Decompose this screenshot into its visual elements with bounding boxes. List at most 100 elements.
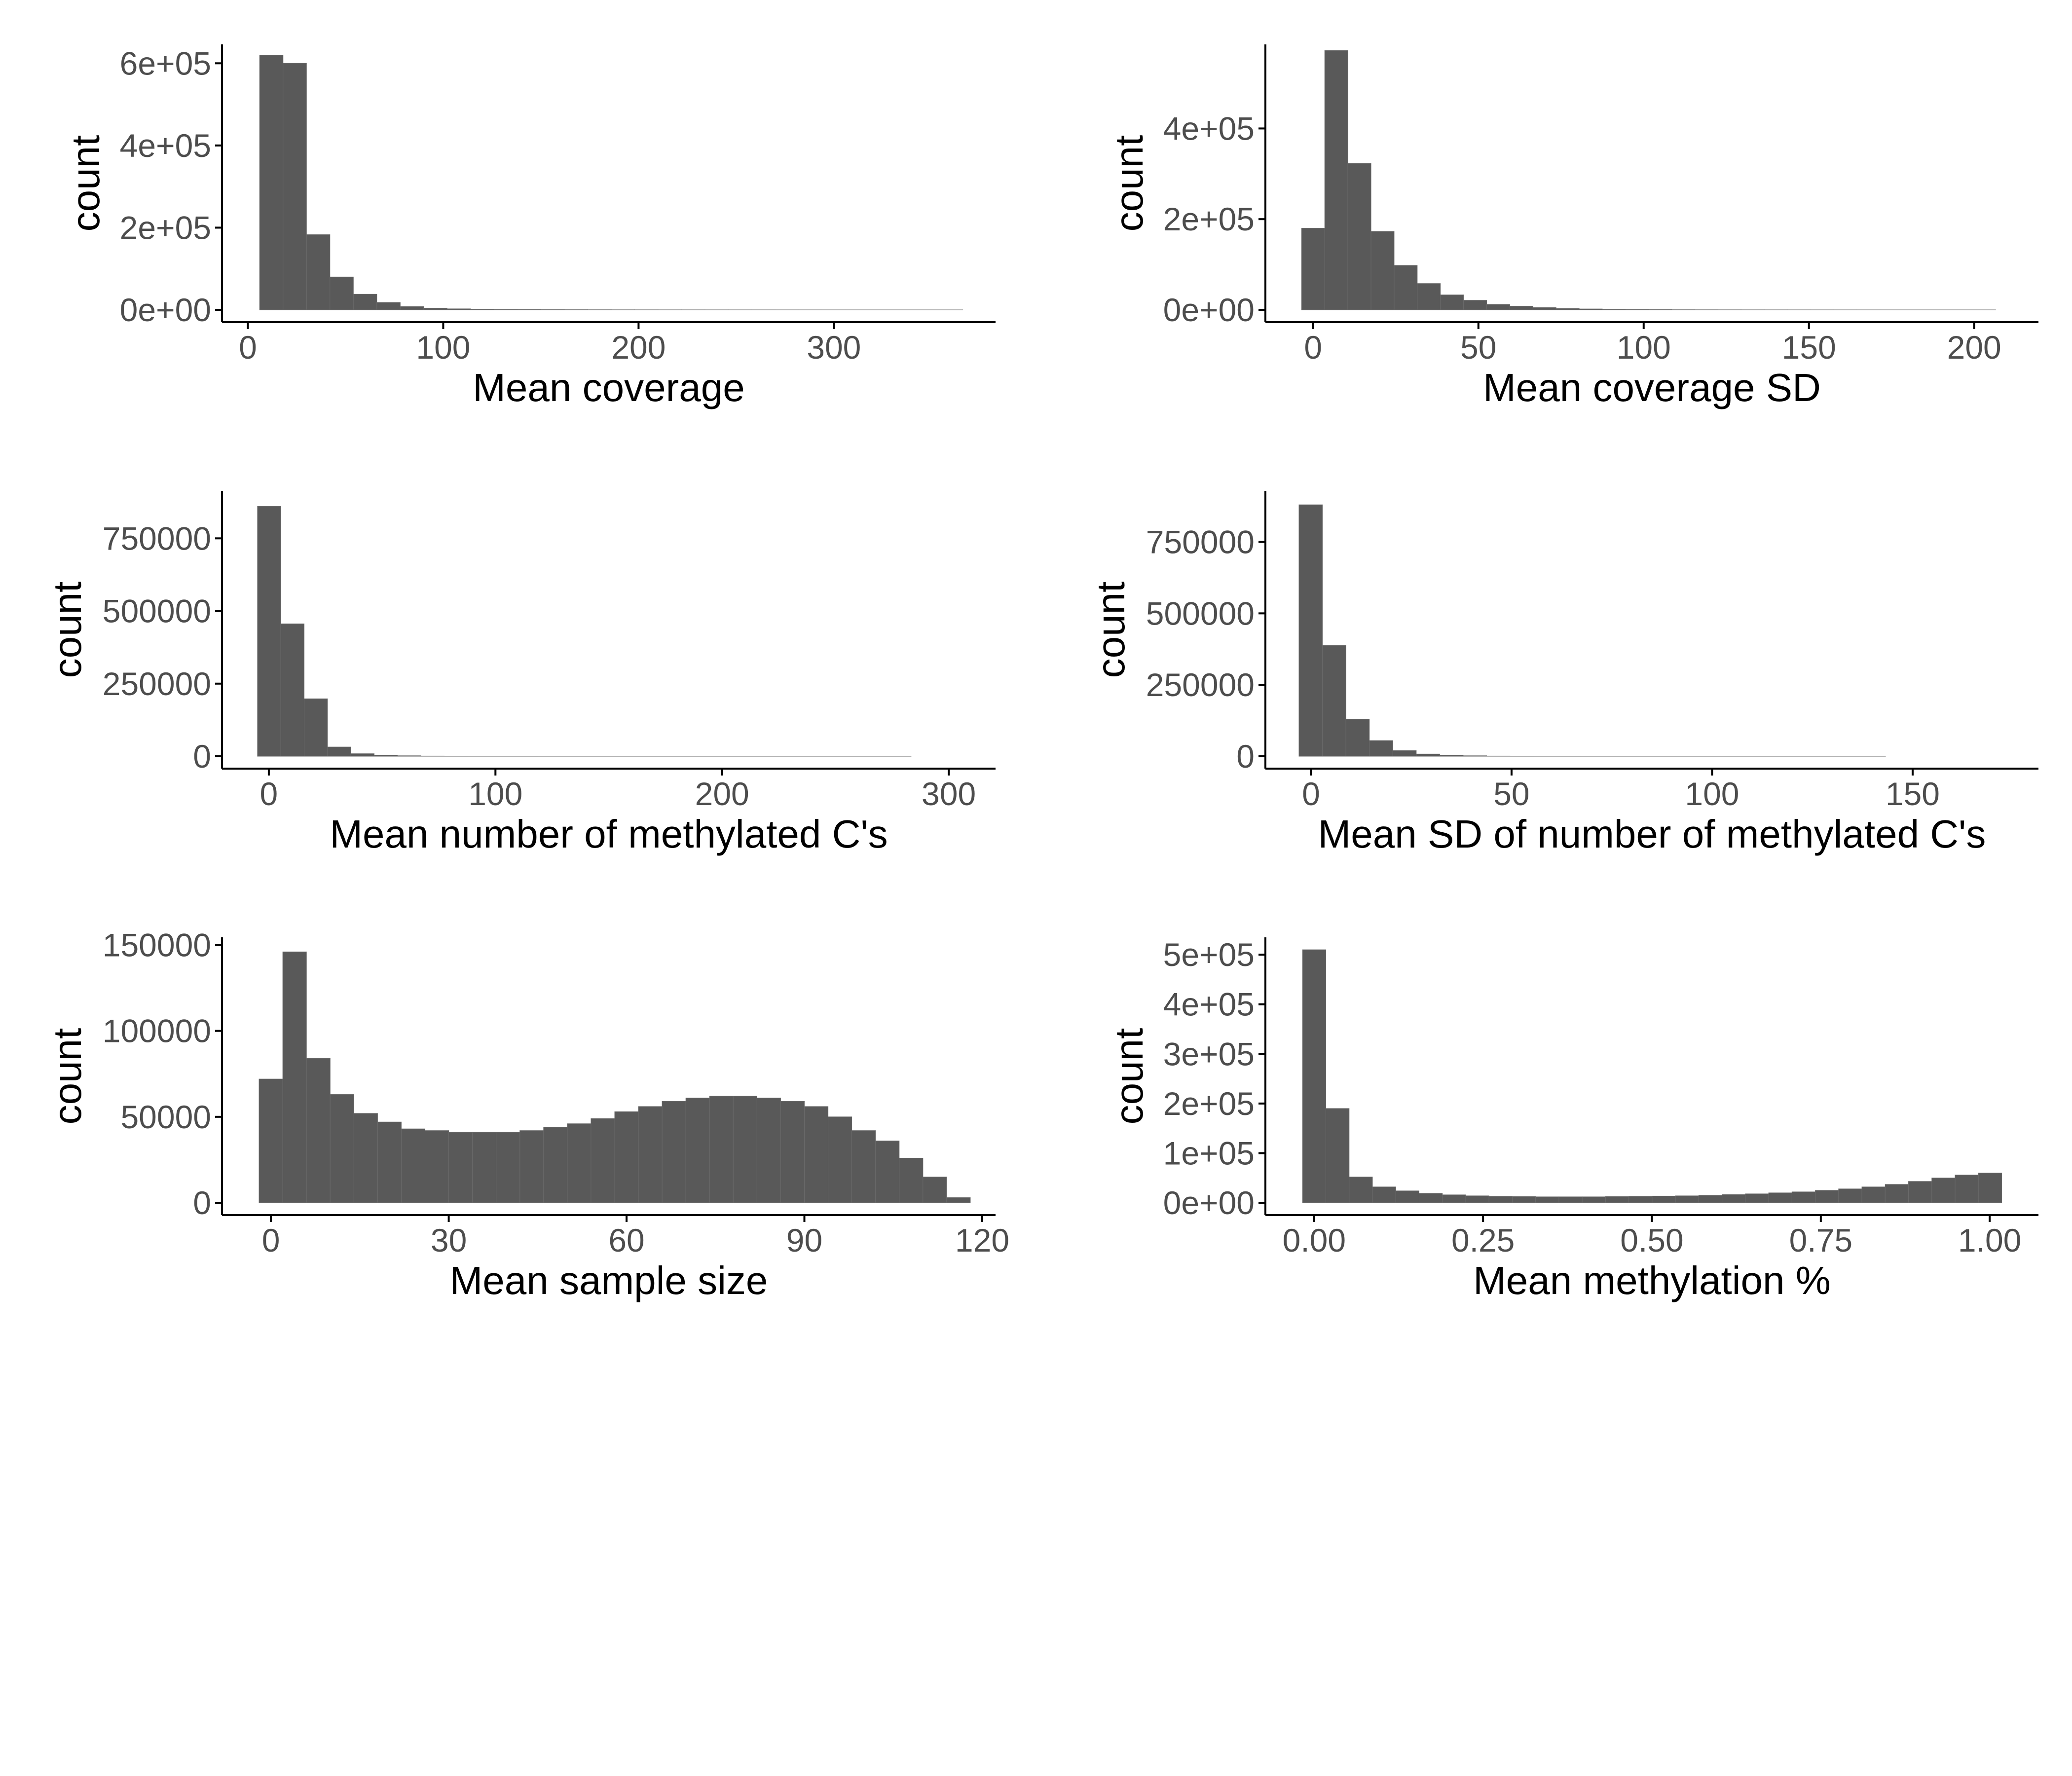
x-tick-label: 200 bbox=[695, 776, 749, 812]
histogram-bar bbox=[1322, 645, 1346, 757]
histogram-bar bbox=[1419, 1193, 1443, 1203]
histogram-bar bbox=[1395, 1190, 1420, 1203]
y-tick-label: 1e+05 bbox=[1163, 1135, 1255, 1171]
histogram-bar bbox=[1372, 1186, 1396, 1203]
histogram-bar bbox=[1440, 295, 1464, 310]
x-tick-label: 300 bbox=[807, 329, 861, 366]
histogram-bar bbox=[330, 1094, 354, 1203]
histogram-bar bbox=[1535, 1196, 1559, 1203]
histogram-bar bbox=[493, 309, 518, 310]
y-axis-title: count bbox=[1107, 1028, 1151, 1125]
histogram-bar bbox=[1370, 231, 1395, 310]
y-tick-label: 50000 bbox=[120, 1099, 211, 1135]
histogram-bar bbox=[1675, 1195, 1699, 1203]
histogram-bar bbox=[1931, 1178, 1956, 1203]
x-tick-label: 150 bbox=[1782, 329, 1836, 366]
histogram-bar bbox=[304, 698, 328, 757]
y-tick-label: 4e+05 bbox=[1163, 986, 1255, 1023]
histogram-bar bbox=[1861, 1186, 1886, 1203]
y-tick-label: 500000 bbox=[1146, 595, 1255, 631]
histogram-bar bbox=[614, 1111, 639, 1203]
x-tick-label: 100 bbox=[468, 776, 522, 812]
x-tick-label: 60 bbox=[608, 1222, 644, 1258]
y-tick-label: 0 bbox=[193, 738, 211, 775]
y-axis-title: count bbox=[1107, 135, 1151, 232]
histogram-bar bbox=[353, 1113, 378, 1203]
histogram-bar bbox=[591, 1118, 615, 1203]
y-tick-label: 0e+00 bbox=[120, 292, 211, 328]
x-tick-label: 0.75 bbox=[1789, 1222, 1852, 1258]
histogram-panel: 0 50 100 150 0 250000 500000 750000 Mean SD of n… bbox=[1089, 491, 2038, 856]
histogram-bar bbox=[875, 1141, 900, 1203]
histogram-bar bbox=[374, 755, 398, 757]
histogram-bar bbox=[1908, 1181, 1932, 1203]
histogram-bar bbox=[1602, 309, 1626, 310]
histogram-bar bbox=[446, 308, 471, 310]
histogram-bar bbox=[662, 1101, 686, 1203]
histogram-bar bbox=[519, 1130, 544, 1203]
x-tick-label: 100 bbox=[416, 329, 470, 366]
histogram-bar bbox=[923, 1177, 947, 1203]
x-tick-label: 300 bbox=[922, 776, 976, 812]
histogram-bar bbox=[306, 1058, 331, 1203]
histogram-bar bbox=[306, 234, 331, 310]
y-tick-label: 2e+05 bbox=[120, 209, 211, 246]
y-tick-label: 0e+00 bbox=[1163, 292, 1255, 328]
histogram-bar bbox=[1349, 1177, 1373, 1203]
histogram-bar bbox=[1838, 1188, 1862, 1203]
histogram-bar bbox=[1347, 163, 1371, 310]
y-tick-label: 2e+05 bbox=[1163, 1085, 1255, 1122]
histogram-bar bbox=[1745, 1193, 1769, 1203]
x-tick-label: 1.00 bbox=[1958, 1222, 2021, 1258]
x-axis-title: Mean coverage bbox=[473, 366, 744, 409]
y-tick-label: 750000 bbox=[1146, 523, 1255, 560]
histogram-bar bbox=[1465, 1195, 1489, 1203]
histogram-bar bbox=[496, 1132, 520, 1203]
x-tick-label: 150 bbox=[1886, 776, 1940, 812]
histogram-bar bbox=[946, 1197, 971, 1203]
x-tick-label: 0 bbox=[1302, 776, 1320, 812]
histogram-bar bbox=[709, 1096, 734, 1203]
histogram-bar bbox=[1698, 1195, 1723, 1203]
histogram-bar bbox=[1582, 1196, 1606, 1203]
histogram-bar bbox=[423, 308, 447, 310]
histogram-bar bbox=[1488, 1196, 1513, 1203]
histogram-bar bbox=[425, 1130, 449, 1203]
histogram-bar bbox=[828, 1116, 852, 1203]
x-axis-title: Mean number of methylated C's bbox=[330, 812, 888, 856]
y-tick-label: 500000 bbox=[103, 593, 211, 629]
histogram-bar bbox=[259, 55, 284, 310]
x-axis-title: Mean methylation % bbox=[1473, 1258, 1831, 1302]
x-tick-label: 50 bbox=[1493, 776, 1529, 812]
x-tick-label: 0.50 bbox=[1620, 1222, 1683, 1258]
histogram-bar bbox=[638, 1106, 663, 1203]
histogram-bar bbox=[259, 1078, 283, 1203]
histogram-bar bbox=[1512, 1196, 1536, 1203]
x-axis-title: Mean sample size bbox=[450, 1258, 768, 1302]
histogram-bar bbox=[1558, 1196, 1583, 1203]
y-tick-label: 5e+05 bbox=[1163, 936, 1255, 973]
histogram-bar bbox=[1722, 1194, 1746, 1203]
y-axis-title: count bbox=[45, 1028, 89, 1125]
histogram-bar bbox=[780, 1101, 805, 1203]
histogram-bar bbox=[517, 309, 541, 310]
x-tick-label: 90 bbox=[786, 1222, 822, 1258]
y-tick-label: 100000 bbox=[103, 1013, 211, 1049]
y-axis-title: count bbox=[45, 582, 89, 678]
y-tick-label: 250000 bbox=[103, 666, 211, 702]
histogram-bar bbox=[401, 1128, 426, 1203]
x-tick-label: 0.00 bbox=[1283, 1222, 1346, 1258]
histogram-bar bbox=[327, 746, 351, 757]
x-tick-label: 200 bbox=[611, 329, 666, 366]
histogram-bar bbox=[1392, 750, 1417, 757]
histogram-bar bbox=[543, 1127, 568, 1203]
y-tick-label: 750000 bbox=[103, 520, 211, 556]
histogram-bar bbox=[1605, 1196, 1629, 1203]
y-axis-title: count bbox=[1089, 582, 1133, 678]
histogram-bar bbox=[567, 1123, 592, 1203]
histogram-bar bbox=[283, 63, 307, 310]
y-tick-label: 4e+05 bbox=[120, 127, 211, 164]
histogram-bar bbox=[257, 506, 281, 757]
histogram-bar bbox=[1324, 50, 1348, 310]
